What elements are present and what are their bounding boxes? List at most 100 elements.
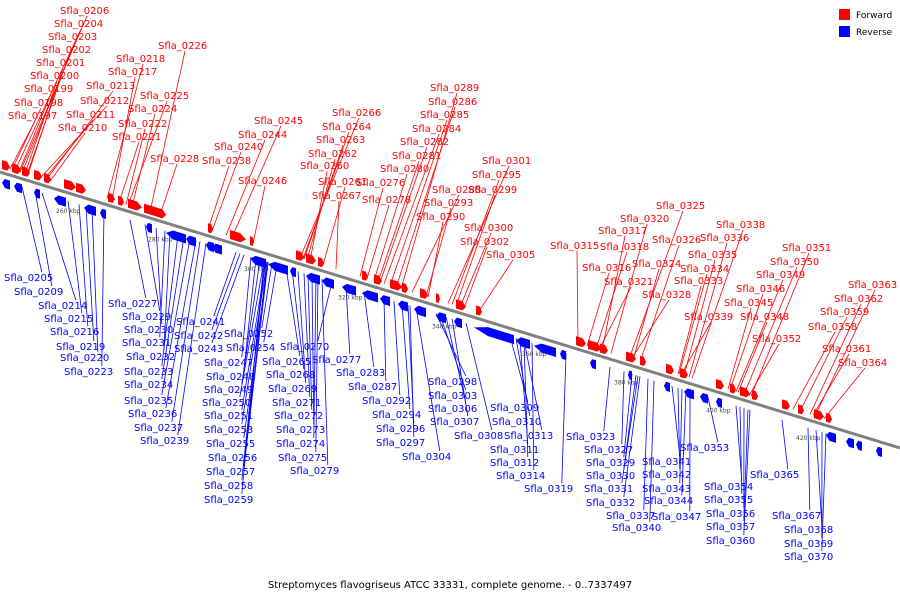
- forward-leader-line: [9, 120, 36, 170]
- reverse-leader-line: [815, 430, 823, 525]
- forward-gene-arrow: [798, 404, 804, 415]
- forward-leader-line: [322, 186, 346, 266]
- forward-leader-line: [792, 331, 836, 410]
- forward-leader-line: [727, 307, 752, 390]
- reverse-gene-label: Sfla_0365: [750, 470, 799, 481]
- reverse-leader-line: [303, 273, 311, 398]
- reverse-gene-label: Sfla_0312: [490, 458, 539, 469]
- reverse-gene-label: Sfla_0313: [504, 431, 553, 442]
- forward-gene-label: Sfla_0246: [238, 176, 287, 187]
- reverse-leader-line: [363, 291, 375, 368]
- forward-gene-arrow: [730, 383, 736, 394]
- forward-gene-arrow: [576, 336, 586, 348]
- reverse-leader-line: [317, 281, 333, 342]
- forward-gene-arrow: [22, 166, 30, 177]
- forward-gene-arrow: [230, 230, 246, 243]
- forward-leader-line: [149, 50, 186, 213]
- forward-leader-line: [389, 119, 448, 286]
- forward-gene-label: Sfla_0295: [472, 170, 521, 181]
- reverse-leader-line: [401, 303, 411, 410]
- reverse-gene-label: Sfla_0269: [268, 384, 317, 395]
- reverse-leader-line: [285, 267, 301, 357]
- forward-leader-line: [43, 119, 94, 180]
- forward-leader-line: [586, 272, 610, 347]
- tick-labels: 260 kbp 280 kbp 300 kbp 320 kbp 340 kbp 360 k…: [56, 208, 821, 442]
- forward-leader-line: [379, 146, 428, 283]
- forward-gene-label: Sfla_0325: [656, 201, 705, 212]
- reverse-gene-label: Sfla_0340: [612, 523, 661, 534]
- reverse-gene-arrow: [684, 388, 694, 400]
- reverse-gene-label: Sfla_0270: [280, 342, 329, 353]
- reverse-leader-line: [291, 269, 305, 370]
- reverse-leader-line: [211, 254, 245, 344]
- reverse-leader-line: [171, 241, 201, 423]
- forward-gene-label: Sfla_0197: [8, 111, 57, 122]
- reverse-gene-label: Sfla_0356: [706, 509, 755, 520]
- forward-gene-arrow: [436, 293, 440, 304]
- reverse-leader-line: [393, 300, 401, 396]
- legend-forward-label: Forward: [856, 11, 892, 21]
- reverse-leader-line: [523, 340, 529, 458]
- reverse-gene-label: Sfla_0230: [124, 325, 173, 336]
- reverse-gene-label: Sfla_0205: [4, 273, 53, 284]
- reverse-leader-line: [41, 192, 77, 301]
- forward-leader-line: [395, 106, 456, 288]
- reverse-gene-arrow: [516, 337, 530, 350]
- reverse-gene-arrow: [700, 393, 708, 404]
- forward-leader-line: [688, 242, 728, 378]
- forward-gene-label: Sfla_0280: [380, 164, 429, 175]
- reverse-gene-label: Sfla_0331: [584, 484, 633, 495]
- reverse-gene-arrow: [84, 204, 96, 216]
- reverse-gene-arrow: [100, 208, 106, 220]
- forward-gene-arrow: [2, 160, 10, 171]
- forward-leader-line: [366, 204, 390, 279]
- forward-leader-line: [383, 133, 440, 284]
- forward-gene-arrow: [826, 412, 832, 424]
- reverse-gene-arrow: [628, 370, 632, 381]
- reverse-leader-line: [211, 253, 241, 331]
- reverse-leader-line: [165, 240, 197, 409]
- forward-leader-line: [729, 293, 764, 390]
- forward-gene-label: Sfla_0226: [158, 41, 207, 52]
- forward-gene-label: Sfla_0301: [482, 156, 531, 167]
- reverse-leader-line: [321, 278, 329, 466]
- reverse-gene-label: Sfla_0236: [128, 409, 177, 420]
- forward-gene-label: Sfla_0225: [140, 91, 189, 102]
- reverse-leader-line: [163, 232, 171, 352]
- reverse-leader-line: [213, 252, 237, 317]
- reverse-gene-label: Sfla_0314: [496, 471, 545, 482]
- forward-gene-arrow: [588, 339, 602, 352]
- reverse-gene-label: Sfla_0265: [262, 357, 311, 368]
- forward-gene-arrow: [64, 179, 76, 191]
- reverse-gene-label: Sfla_0323: [566, 432, 615, 443]
- reverse-gene-arrow: [362, 290, 378, 303]
- reverse-gene-label: Sfla_0341: [642, 457, 691, 468]
- reverse-gene-label: Sfla_0369: [784, 539, 833, 550]
- forward-leader-line: [598, 286, 632, 350]
- reverse-gene-label: Sfla_0308: [454, 431, 503, 442]
- forward-gene-label: Sfla_0299: [468, 185, 517, 196]
- reverse-gene-label: Sfla_0229: [122, 312, 171, 323]
- forward-gene-label: Sfla_0206: [60, 6, 109, 17]
- reverse-gene-label: Sfla_0250: [202, 398, 251, 409]
- forward-leader-line: [628, 210, 684, 360]
- reverse-gene-label: Sfla_0347: [652, 512, 701, 523]
- reverse-gene-label: Sfla_0231: [122, 338, 171, 349]
- reverse-gene-arrow: [268, 261, 288, 275]
- reverse-leader-line: [409, 305, 415, 438]
- forward-gene-label: Sfla_0346: [736, 284, 785, 295]
- forward-gene-arrow: [296, 250, 304, 261]
- reverse-gene-label: Sfla_0354: [704, 482, 753, 493]
- forward-leader-line: [252, 185, 266, 244]
- forward-leader-line: [427, 221, 444, 298]
- reverse-leader-line: [621, 371, 625, 445]
- reverse-gene-label: Sfla_0319: [524, 484, 573, 495]
- reverse-gene-label: Sfla_0247: [204, 358, 253, 369]
- forward-gene-label: Sfla_0328: [642, 290, 691, 301]
- forward-leader-line: [459, 232, 492, 308]
- reverse-gene-label: Sfla_0259: [204, 495, 253, 506]
- reverse-leader-line: [603, 367, 611, 432]
- forward-gene-label: Sfla_0217: [108, 67, 157, 78]
- forward-gene-label: Sfla_0240: [214, 142, 263, 153]
- forward-leader-line: [118, 141, 140, 203]
